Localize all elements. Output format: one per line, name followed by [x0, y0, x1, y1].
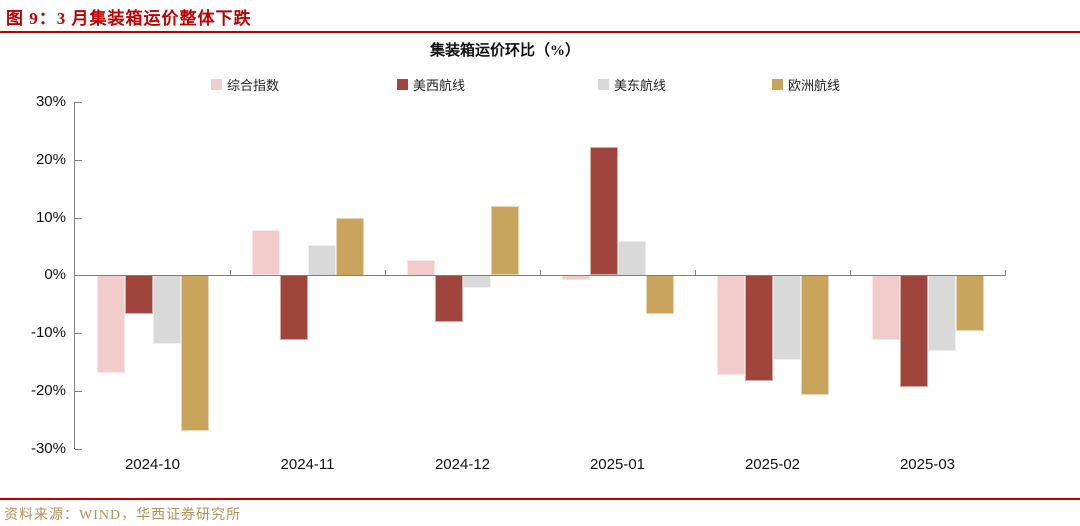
bar-2024-12-series3	[463, 275, 491, 288]
bar-2025-01-series4	[646, 275, 674, 314]
legend-label: 欧洲航线	[788, 77, 841, 93]
x-tick-label: 2025-02	[744, 456, 801, 473]
y-tick-label: 0%	[44, 266, 66, 283]
bar-2024-11-series1	[252, 230, 280, 275]
legend-swatch-4	[772, 78, 783, 90]
x-axis-tick	[850, 270, 851, 276]
x-axis-tick	[1005, 270, 1006, 276]
bar-2025-01-series3	[618, 241, 646, 276]
legend-swatch-3	[598, 78, 609, 90]
figure-title: 图 9：3 月集装箱运价整体下跌	[6, 9, 252, 28]
y-tick-label: -30%	[30, 440, 66, 457]
legend-label: 美西航线	[413, 77, 466, 93]
bar-2024-12-series2	[435, 275, 463, 322]
y-tick-label: 10%	[35, 209, 66, 226]
legend-swatch-2	[397, 78, 408, 90]
y-axis-tick	[75, 102, 82, 103]
legend-label: 综合指数	[227, 77, 280, 93]
bar-2025-03-series3	[928, 275, 956, 351]
y-axis-tick	[75, 275, 82, 276]
x-tick-label: 2024-10	[124, 456, 181, 473]
bar-2024-10-series4	[181, 275, 209, 431]
x-tick-label: 2025-03	[899, 456, 956, 473]
bar-2024-10-series1	[97, 275, 125, 373]
y-tick-label: 30%	[35, 93, 66, 110]
bar-2024-11-series3	[308, 245, 336, 276]
bar-2025-03-series1	[872, 275, 900, 340]
y-tick-label: 20%	[35, 151, 66, 168]
y-axis-tick	[75, 160, 82, 161]
bar-2024-11-series4	[336, 218, 364, 276]
bar-2024-10-series3	[153, 275, 181, 344]
y-axis-tick	[75, 333, 82, 334]
x-tick-label: 2024-12	[434, 456, 491, 473]
bar-2024-11-series2	[280, 275, 308, 340]
legend-swatch-1	[211, 78, 222, 90]
bar-2025-02-series1	[717, 275, 745, 375]
legend-item: 美西航线	[397, 76, 466, 93]
source-note: 资料来源：WIND，华西证券研究所	[4, 508, 242, 523]
y-axis-tick	[75, 449, 82, 450]
legend-item: 欧洲航线	[772, 76, 841, 93]
bar-2025-03-series4	[956, 275, 984, 331]
chart-title: 集装箱运价环比（%）	[429, 43, 580, 59]
y-axis-tick	[75, 391, 82, 392]
x-axis-tick	[540, 270, 541, 276]
x-axis-tick	[385, 270, 386, 276]
x-tick-label: 2025-01	[589, 456, 646, 473]
y-tick-label: -10%	[30, 324, 66, 341]
bar-2024-12-series1	[407, 260, 435, 276]
legend-item: 综合指数	[211, 76, 280, 93]
bottom-divider-line	[0, 498, 1080, 500]
y-axis-line	[74, 102, 75, 449]
bar-2025-01-series2	[590, 147, 618, 275]
bar-2025-02-series3	[773, 275, 801, 360]
bar-2025-02-series2	[745, 275, 773, 381]
bar-2025-03-series2	[900, 275, 928, 387]
y-tick-label: -20%	[30, 382, 66, 399]
legend-label: 美东航线	[614, 77, 667, 93]
bar-2025-02-series4	[801, 275, 829, 395]
legend-item: 美东航线	[598, 76, 667, 93]
bar-2024-10-series2	[125, 275, 153, 314]
x-axis-tick	[695, 270, 696, 276]
bar-2024-12-series4	[491, 206, 519, 275]
x-axis-tick	[230, 270, 231, 276]
top-divider-line	[0, 31, 1080, 33]
y-axis-tick	[75, 218, 82, 219]
x-tick-label: 2024-11	[280, 456, 335, 473]
